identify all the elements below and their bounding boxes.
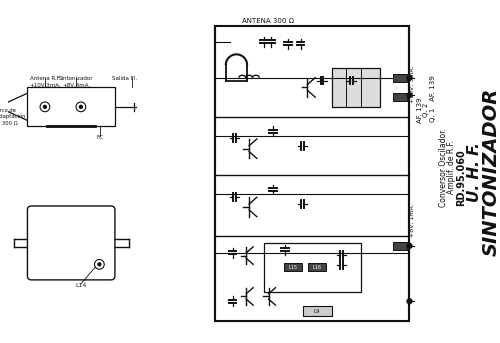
Text: Q. 2: Q. 2: [423, 103, 429, 117]
Bar: [215, 26, 410, 321]
Circle shape: [40, 102, 50, 112]
Bar: [308, 263, 326, 271]
Text: L14: L14: [75, 283, 86, 288]
Circle shape: [407, 244, 412, 248]
Text: +8V, 1mA.: +8V, 1mA.: [410, 204, 415, 237]
Bar: [332, 68, 380, 107]
Text: Amplif. de R.F.: Amplif. de R.F.: [447, 140, 456, 194]
Text: RD.95.060: RD.95.060: [456, 150, 466, 206]
Text: Arco de
adaptación
~ 300 Ω: Arco de adaptación ~ 300 Ω: [0, 108, 26, 126]
Text: L9: L9: [314, 308, 320, 314]
Text: FC: FC: [97, 135, 104, 141]
Text: Sintonizador
+8V,4mA.: Sintonizador +8V,4mA.: [59, 76, 94, 87]
FancyBboxPatch shape: [28, 206, 115, 280]
Circle shape: [407, 93, 412, 98]
Circle shape: [407, 299, 412, 304]
Text: +10V, 3mA.: +10V, 3mA.: [410, 66, 415, 103]
Text: SINTONIZADOR: SINTONIZADOR: [482, 88, 500, 256]
Text: L15: L15: [288, 265, 298, 270]
Circle shape: [94, 259, 104, 269]
Bar: [284, 263, 302, 271]
Bar: [302, 306, 332, 316]
Text: Q. 1   AF. 139: Q. 1 AF. 139: [430, 76, 436, 122]
Circle shape: [407, 75, 412, 80]
Text: ANTENA 300 Ω: ANTENA 300 Ω: [242, 18, 294, 24]
Circle shape: [44, 105, 46, 108]
Text: Antena R.F.
+10V,3mA.: Antena R.F. +10V,3mA.: [29, 76, 60, 87]
Circle shape: [76, 102, 86, 112]
Bar: [28, 87, 115, 126]
Text: Conversor Oscilador.: Conversor Oscilador.: [439, 128, 448, 206]
Circle shape: [98, 263, 101, 266]
Bar: [264, 243, 361, 292]
Text: U. H. F.: U. H. F.: [467, 142, 482, 202]
Text: AF. 139: AF. 139: [417, 97, 423, 122]
Text: L16: L16: [312, 265, 322, 270]
Circle shape: [80, 105, 82, 108]
Bar: [393, 242, 406, 250]
Bar: [393, 74, 406, 82]
Bar: [393, 93, 406, 101]
Text: Salida FI.: Salida FI.: [112, 76, 138, 81]
